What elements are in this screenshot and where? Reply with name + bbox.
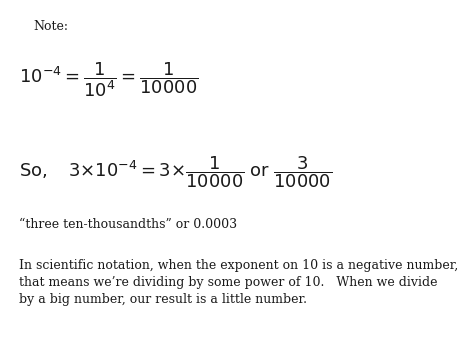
Text: “three ten-thousandths” or 0.0003: “three ten-thousandths” or 0.0003 xyxy=(19,218,237,231)
Text: Note:: Note: xyxy=(33,20,68,33)
Text: In scientific notation, when the exponent on 10 is a negative number,
that means: In scientific notation, when the exponen… xyxy=(19,259,458,306)
Text: $10^{-4} = \dfrac{1}{10^{4}} = \dfrac{1}{10000}$: $10^{-4} = \dfrac{1}{10^{4}} = \dfrac{1}… xyxy=(19,60,199,99)
Text: $\mathrm{So,} \quad 3{\times}10^{-4} = 3{\times}\dfrac{1}{10000} \;\mathrm{or}\;: $\mathrm{So,} \quad 3{\times}10^{-4} = 3… xyxy=(19,154,332,190)
